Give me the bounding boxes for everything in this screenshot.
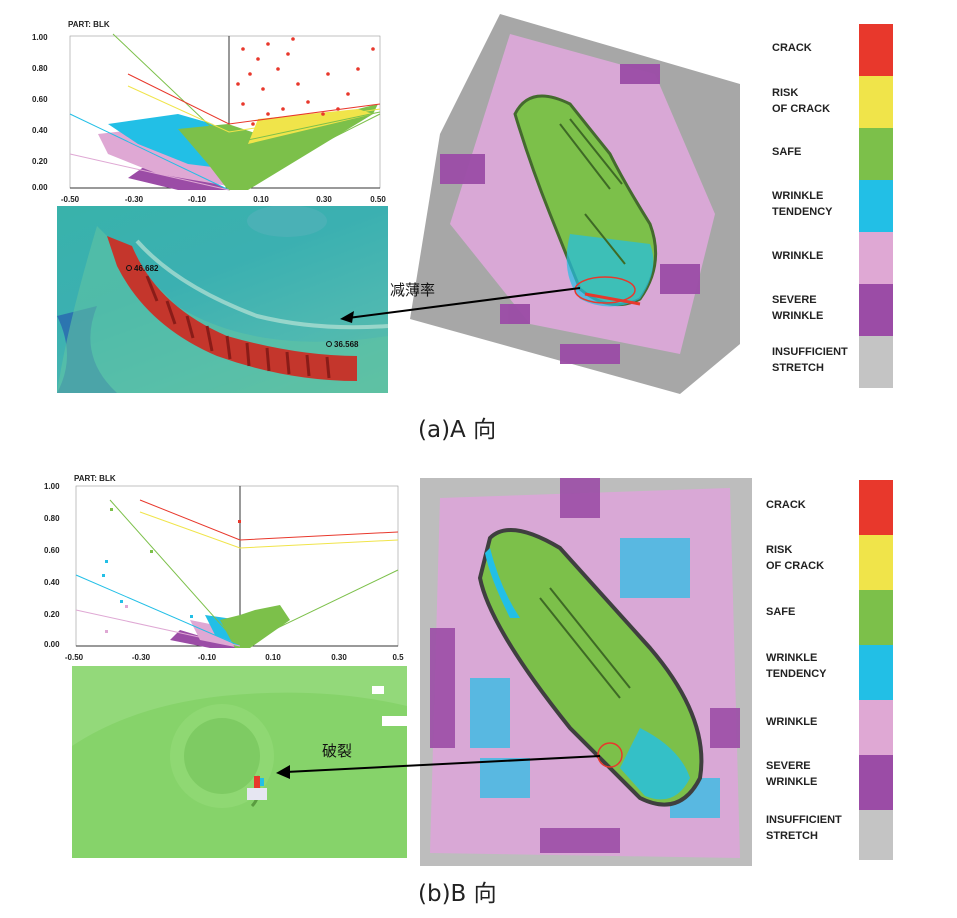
legend-label: CRACK — [772, 42, 812, 54]
caption-b: (b)B 向 — [418, 881, 497, 907]
legend-label: SAFE — [766, 606, 796, 618]
x-ticks-a: -0.50 -0.30 -0.10 0.10 0.30 0.50 — [61, 195, 386, 204]
y-tick: 0.80 — [44, 514, 60, 523]
zoom-view-a: 46.682 36.568 — [57, 206, 388, 393]
y-tick: 0.40 — [44, 578, 60, 587]
zoom-render-a: 46.682 36.568 — [57, 206, 388, 393]
legend-swatch-wrinkle-tendency — [859, 645, 893, 700]
zoom-view-b — [72, 666, 407, 858]
fld-clouds-a — [98, 104, 378, 190]
y-tick: 0.60 — [44, 546, 60, 555]
legend-label: SEVERE WRINKLE — [772, 294, 824, 322]
zoom-render-b — [72, 666, 407, 858]
y-tick: 0.40 — [32, 126, 48, 135]
caption-a: (a)A 向 — [418, 417, 497, 443]
x-tick: 0.5 — [392, 653, 404, 662]
legend-swatch-wrinkle-tendency — [859, 180, 893, 232]
legend-swatch-safe — [859, 128, 893, 180]
legend-swatch-wrinkle — [859, 700, 893, 755]
panel-b: PART: BLK 1.00 0.80 0.60 0.40 0.20 0.00 … — [0, 460, 957, 918]
legend-label: SEVERE WRINKLE — [766, 760, 818, 788]
fld-curves-b — [75, 499, 399, 647]
y-tick: 0.00 — [32, 183, 48, 192]
part-label-a: PART: BLK — [68, 20, 110, 29]
zoom-value-2-a: 36.568 — [334, 340, 359, 349]
annotation-a: 减薄率 — [340, 281, 581, 323]
x-tick: -0.30 — [125, 195, 144, 204]
part-label-b: PART: BLK — [74, 474, 116, 483]
annotation-label-a: 减薄率 — [390, 281, 435, 299]
legend-swatch-severe — [859, 755, 893, 810]
fld-plot-a: PART: BLK 1.00 0.80 0.60 0.40 0.20 0.00 … — [28, 14, 388, 206]
part-render-a — [410, 14, 740, 394]
x-tick: -0.10 — [198, 653, 217, 662]
zoom-value-1-a: 46.682 — [134, 264, 159, 273]
part-render-b — [420, 478, 752, 866]
legend-swatch-crack — [859, 24, 893, 76]
y-ticks-b: 1.00 0.80 0.60 0.40 0.20 0.00 — [44, 482, 60, 649]
x-tick: -0.50 — [61, 195, 80, 204]
legend-swatch-risk — [859, 76, 893, 128]
y-tick: 0.20 — [32, 157, 48, 166]
y-tick: 0.00 — [44, 640, 60, 649]
fld-plot-b-svg: 1.00 0.80 0.60 0.40 0.20 0.00 -0.50 -0.3… — [44, 482, 404, 662]
scatter-points-b — [102, 508, 241, 633]
x-tick: -0.10 — [188, 195, 207, 204]
y-tick: 1.00 — [32, 33, 48, 42]
panel-a: PART: BLK 1.00 0.80 0.60 0.40 0.20 0.00 … — [0, 0, 957, 450]
legend-swatch-insufficient — [859, 336, 893, 388]
legend-swatch-insufficient — [859, 810, 893, 860]
x-tick: -0.50 — [65, 653, 84, 662]
x-tick: -0.30 — [132, 653, 151, 662]
legend-label: CRACK — [766, 499, 806, 511]
y-tick: 0.60 — [32, 95, 48, 104]
y-tick: 0.80 — [32, 64, 48, 73]
legend-label: INSUFFICIENT STRETCH — [772, 346, 848, 374]
legend-label: WRINKLE TENDENCY — [766, 652, 827, 680]
x-tick: 0.30 — [316, 195, 332, 204]
legend-swatch-crack — [859, 480, 893, 535]
x-tick: 0.10 — [265, 653, 281, 662]
legend-swatch-safe — [859, 590, 893, 645]
fld-plot-a-svg: 1.00 0.80 0.60 0.40 0.20 0.00 -0.50 -0.3… — [32, 33, 386, 204]
y-tick: 1.00 — [44, 482, 60, 491]
legend-label: INSUFFICIENT STRETCH — [766, 814, 842, 842]
x-tick: 0.30 — [331, 653, 347, 662]
crack-points-a — [236, 37, 375, 126]
legend-label: SAFE — [772, 146, 802, 158]
fld-plot-b: PART: BLK 1.00 0.80 0.60 0.40 0.20 0.00 … — [40, 470, 405, 666]
annotation-b: 破裂 — [276, 742, 601, 779]
legend-label: RISK OF CRACK — [766, 544, 825, 572]
annotation-label-b: 破裂 — [322, 742, 352, 760]
legend-label: WRINKLE — [766, 716, 818, 728]
legend-swatch-wrinkle — [859, 232, 893, 284]
legend-label: WRINKLE TENDENCY — [772, 190, 833, 218]
x-ticks-b: -0.50 -0.30 -0.10 0.10 0.30 0.5 — [65, 653, 404, 662]
legend-label: WRINKLE — [772, 250, 824, 262]
y-ticks-a: 1.00 0.80 0.60 0.40 0.20 0.00 — [32, 33, 48, 192]
fld-curves-a — [69, 33, 381, 191]
legend-swatch-severe — [859, 284, 893, 336]
y-tick: 0.20 — [44, 610, 60, 619]
legend-label: RISK OF CRACK — [772, 87, 831, 115]
x-tick: 0.10 — [253, 195, 269, 204]
x-tick: 0.50 — [370, 195, 386, 204]
legend-swatch-risk — [859, 535, 893, 590]
